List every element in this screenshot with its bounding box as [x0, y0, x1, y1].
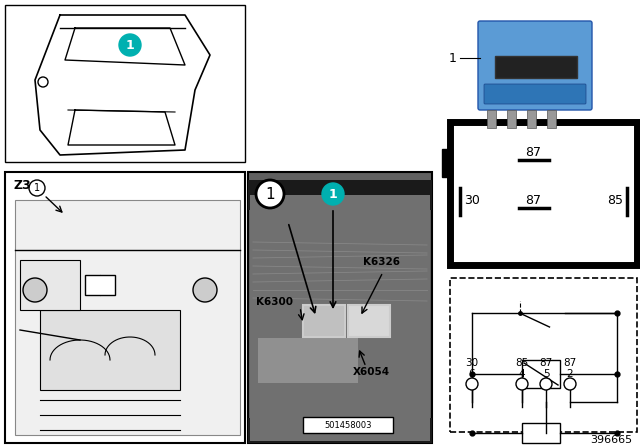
Text: 1: 1	[265, 186, 275, 202]
Circle shape	[256, 180, 284, 208]
Bar	[442, 149, 452, 177]
Circle shape	[119, 34, 141, 56]
Bar	[547, 110, 556, 128]
Text: 30: 30	[465, 358, 479, 368]
Text: 396665: 396665	[590, 435, 632, 445]
Text: 85: 85	[607, 194, 623, 207]
Bar	[258, 338, 358, 383]
Bar	[20, 260, 80, 310]
Text: 6: 6	[468, 369, 476, 379]
Bar	[303, 305, 345, 337]
Bar	[5, 172, 245, 443]
Bar	[5, 5, 245, 162]
Text: 1: 1	[328, 188, 337, 201]
Bar	[85, 275, 115, 295]
Circle shape	[564, 378, 576, 390]
Text: 501458003: 501458003	[324, 421, 372, 430]
Text: Z3: Z3	[14, 178, 32, 191]
Bar	[248, 180, 432, 210]
Circle shape	[466, 378, 478, 390]
Circle shape	[516, 378, 528, 390]
Bar	[495, 56, 577, 78]
Text: 87: 87	[525, 194, 541, 207]
Bar	[248, 172, 432, 443]
FancyBboxPatch shape	[478, 21, 592, 110]
Circle shape	[38, 77, 48, 87]
Bar	[15, 200, 240, 435]
Text: 1: 1	[34, 183, 40, 193]
Bar	[248, 418, 432, 443]
Bar	[303, 417, 393, 433]
Bar	[522, 423, 560, 443]
Bar	[450, 122, 637, 265]
Text: 1: 1	[449, 52, 457, 65]
Circle shape	[322, 183, 344, 205]
Text: 87: 87	[540, 358, 552, 368]
Text: K6326: K6326	[363, 257, 400, 267]
Circle shape	[29, 180, 45, 196]
Text: 1: 1	[125, 39, 134, 52]
Bar	[250, 195, 430, 441]
Text: 87: 87	[525, 146, 541, 159]
Text: 4: 4	[518, 369, 525, 379]
Bar	[522, 360, 560, 388]
Bar	[507, 110, 516, 128]
Circle shape	[540, 378, 552, 390]
Text: K6300: K6300	[256, 297, 293, 307]
Text: 30: 30	[464, 194, 480, 207]
Text: X6054: X6054	[353, 367, 390, 377]
Bar	[487, 110, 496, 128]
FancyBboxPatch shape	[484, 84, 586, 104]
Bar	[40, 310, 180, 390]
Text: 2: 2	[566, 369, 573, 379]
Text: 87: 87	[563, 358, 577, 368]
Bar	[527, 110, 536, 128]
Text: 5: 5	[543, 369, 549, 379]
Bar	[348, 305, 390, 337]
Circle shape	[193, 278, 217, 302]
Bar	[450, 278, 637, 432]
Bar	[635, 149, 640, 177]
Circle shape	[23, 278, 47, 302]
Text: 85: 85	[515, 358, 529, 368]
